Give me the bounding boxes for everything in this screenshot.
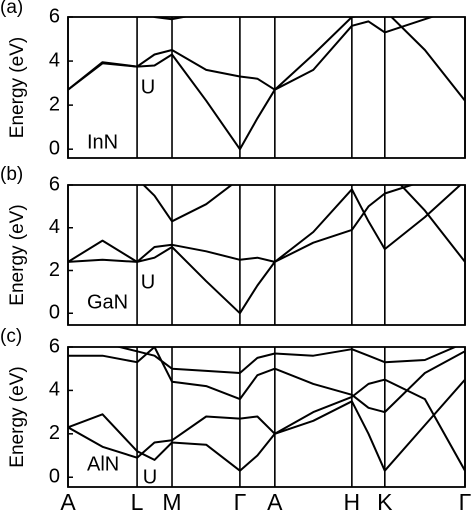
y-tick-label: 0 <box>49 137 60 159</box>
band <box>68 185 462 263</box>
band <box>68 185 415 315</box>
band <box>68 347 465 414</box>
y-tick-label: 6 <box>49 335 60 357</box>
y-tick-label: 6 <box>49 5 60 27</box>
panel-label: (c) <box>0 326 22 347</box>
band <box>142 185 465 263</box>
band <box>115 347 458 374</box>
panel-label: (a) <box>0 0 23 18</box>
band <box>68 378 465 472</box>
x-tick-label: M <box>162 489 181 515</box>
panel-label: (b) <box>0 164 23 185</box>
y-tick-label: 2 <box>49 422 60 444</box>
x-tick-label: A <box>60 489 76 515</box>
x-tick-label: Γ <box>234 489 247 515</box>
y-axis-label: Energy (eV) <box>7 366 28 467</box>
material-label: InN <box>87 131 118 153</box>
y-tick-label: 2 <box>49 259 60 281</box>
frame <box>67 184 466 326</box>
y-tick-label: 4 <box>49 49 60 71</box>
y-tick-label: 0 <box>49 466 60 488</box>
annotation: U <box>141 271 155 293</box>
x-tick-label: Γ <box>459 489 472 515</box>
frame <box>67 16 466 159</box>
material-label: AlN <box>87 453 119 475</box>
band <box>68 378 465 472</box>
panel: 0 2 4 6 (a) InN U Energy (eV) <box>0 0 466 159</box>
y-tick-label: 4 <box>49 216 60 238</box>
y-axis-label: Energy (eV) <box>7 204 28 305</box>
x-tick-label: H <box>344 489 361 515</box>
material-label: GaN <box>87 291 128 313</box>
y-tick-label: 2 <box>49 93 60 115</box>
x-tick-label: K <box>377 489 393 515</box>
annotation: U <box>141 76 155 98</box>
x-tick-label: L <box>131 489 144 515</box>
panel: 0 2 4 6 (b) GaN U Energy (eV) <box>0 164 466 326</box>
band <box>68 17 355 151</box>
x-tick-label: A <box>267 489 283 515</box>
band <box>68 17 435 91</box>
y-tick-label: 0 <box>49 302 60 324</box>
y-tick-label: 6 <box>49 173 60 195</box>
y-axis-label: Energy (eV) <box>7 37 28 138</box>
annotation: U <box>143 466 157 488</box>
y-tick-label: 4 <box>49 379 60 401</box>
frame <box>67 346 466 488</box>
